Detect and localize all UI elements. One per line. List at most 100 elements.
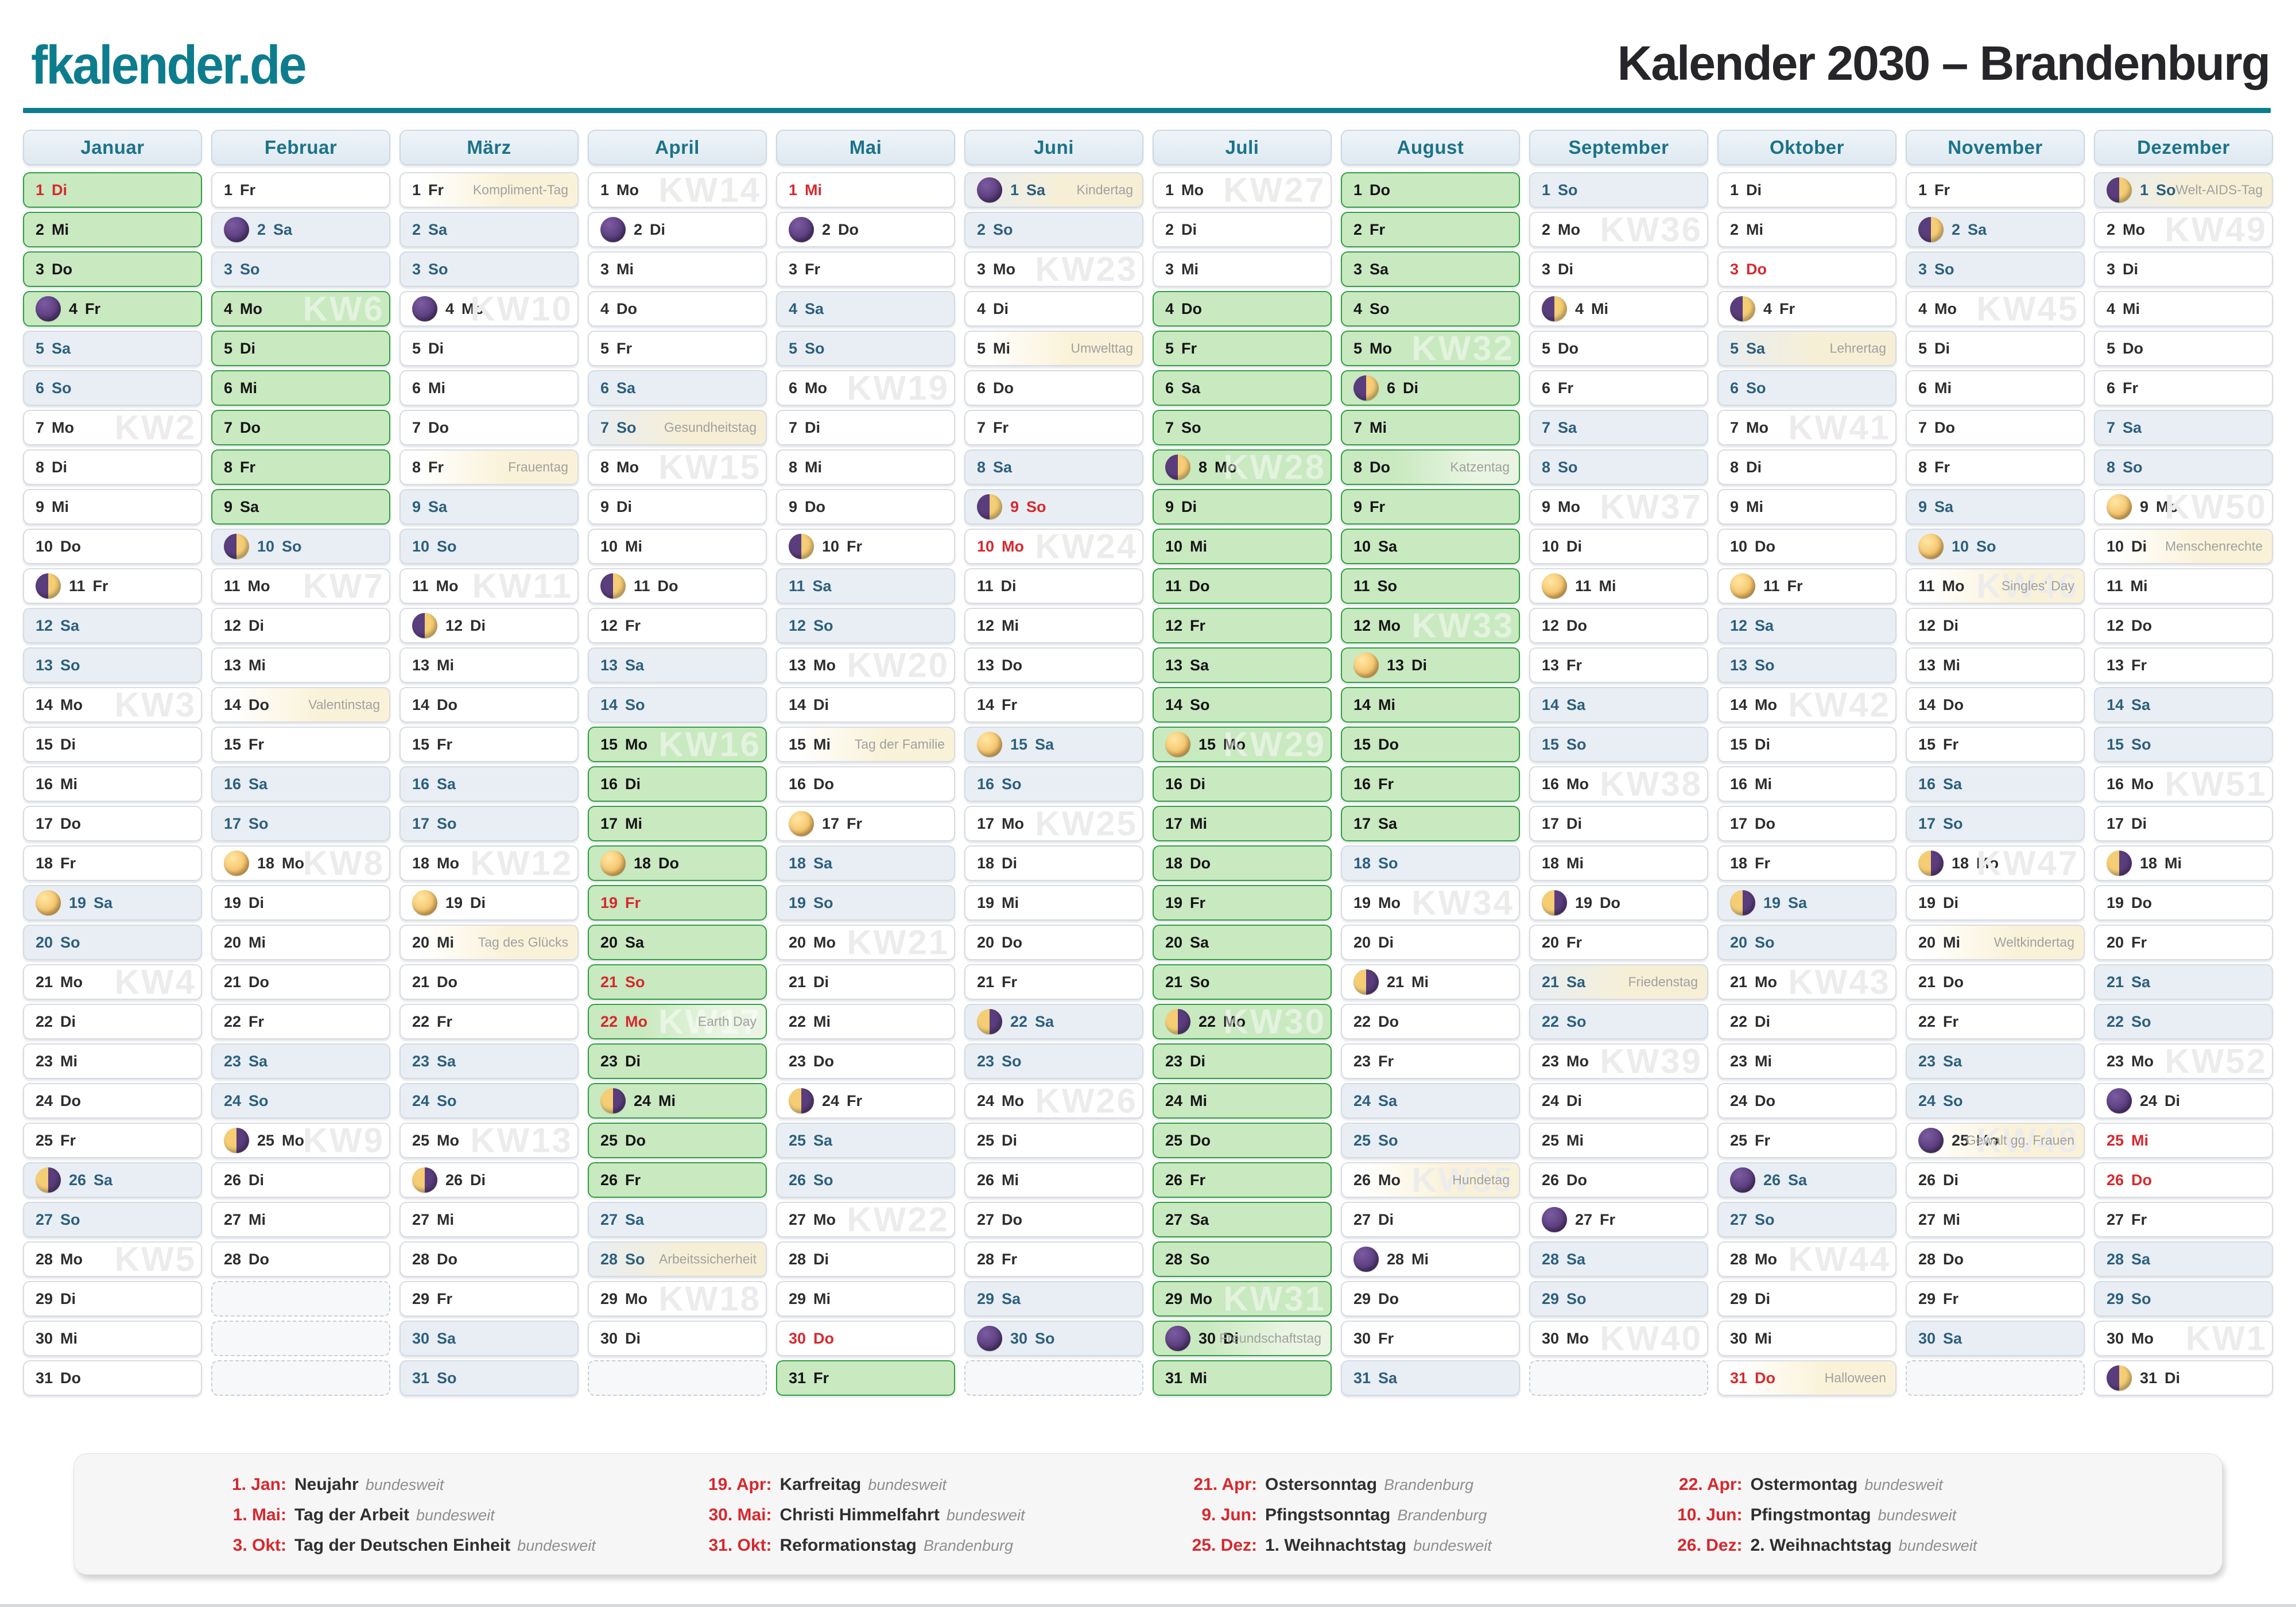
- day-number: 23: [1918, 1052, 1936, 1070]
- moon-full-icon: [36, 890, 61, 915]
- day-number: 20: [36, 933, 53, 951]
- day-weekday: Fr: [437, 1290, 453, 1307]
- day-number: 21: [977, 973, 995, 991]
- day-weekday: Sa: [273, 220, 293, 238]
- day-number: 29: [36, 1290, 53, 1307]
- day-cell-august-23: 23 Fr: [1341, 1043, 1520, 1079]
- day-number: 20: [1730, 933, 1748, 951]
- day-number: 9: [1010, 498, 1019, 515]
- day-number: 20: [1353, 933, 1371, 951]
- month-oktober: Oktober 1 Di 2 Mi 3 Do 4 Fr 5 Sa Lehrertag 6 So 7 Mo KW4…: [1717, 130, 1896, 1400]
- day-cell-juli-7: 7 So: [1153, 410, 1332, 445]
- empty-day-cell: [588, 1360, 767, 1396]
- day-weekday: Mo: [2131, 1329, 2154, 1347]
- day-number: 6: [977, 379, 986, 397]
- day-number: 22: [789, 1012, 806, 1030]
- day-number: 23: [1730, 1052, 1748, 1070]
- day-number: 30: [36, 1329, 53, 1347]
- day-number: 19: [445, 894, 463, 911]
- day-weekday: Do: [240, 418, 261, 436]
- day-cell-mai-1: 1 Mi: [776, 172, 955, 208]
- day-number: 26: [1353, 1171, 1371, 1189]
- moon-new-icon: [977, 177, 1002, 203]
- day-cell-juni-22: 22 Sa: [964, 1004, 1143, 1039]
- day-weekday: Di: [1378, 933, 1394, 951]
- day-weekday: Mi: [1378, 696, 1396, 713]
- day-number: 18: [634, 854, 651, 872]
- day-cell-november-19: 19 Di: [1906, 885, 2085, 921]
- day-weekday: Mo: [437, 1131, 460, 1149]
- day-weekday: Do: [60, 1092, 82, 1109]
- day-number: 6: [1387, 379, 1396, 397]
- day-number: 27: [224, 1210, 242, 1228]
- day-cell-januar-12: 12 Sa: [23, 608, 202, 643]
- day-cell-juli-14: 14 So: [1153, 687, 1332, 723]
- moon-first-quarter-icon: [1918, 217, 1944, 242]
- day-number: 20: [224, 933, 242, 951]
- kw-watermark: KW27: [1223, 172, 1326, 208]
- day-weekday: Fr: [428, 458, 444, 476]
- day-weekday: Sa: [625, 1210, 645, 1228]
- month-dezember: Dezember 1 So Welt-AIDS-Tag 2 Mo KW49 3 Di 4 Mi 5 Do…: [2094, 130, 2273, 1400]
- day-number: 7: [1730, 418, 1739, 436]
- day-cell-august-28: 28 Mi: [1341, 1241, 1520, 1277]
- day-weekday: Di: [1755, 735, 1771, 753]
- day-weekday: Do: [1746, 260, 1767, 278]
- day-weekday: So: [1976, 537, 1996, 555]
- kw-watermark: KW13: [470, 1123, 573, 1158]
- day-weekday: Mi: [1934, 379, 1952, 397]
- day-weekday: Mo: [1566, 1052, 1589, 1070]
- day-number: 17: [36, 814, 53, 832]
- day-number: 13: [2107, 656, 2124, 674]
- day-cell-november-29: 29 Fr: [1906, 1281, 2085, 1317]
- day-weekday: Mi: [1190, 1092, 1208, 1109]
- site-logo[interactable]: fkalender.de: [31, 34, 307, 95]
- day-number: 13: [789, 656, 806, 674]
- day-number: 14: [1542, 696, 1560, 713]
- day-number: 12: [1730, 616, 1748, 634]
- day-weekday: Do: [1190, 1131, 1211, 1149]
- day-number: 24: [822, 1092, 840, 1109]
- day-number: 9: [224, 498, 233, 515]
- day-number: 14: [1918, 696, 1936, 713]
- day-weekday: Di: [650, 220, 666, 238]
- day-number: 26: [1763, 1171, 1781, 1189]
- day-number: 7: [1918, 418, 1927, 436]
- empty-day-cell: [211, 1281, 390, 1317]
- day-number: 31: [1165, 1369, 1183, 1387]
- day-cell-dezember-18: 18 Mi: [2094, 845, 2273, 881]
- day-cell-juni-26: 26 Mi: [964, 1162, 1143, 1198]
- moon-first-quarter-icon: [2107, 1365, 2132, 1391]
- day-label: Gewalt gg. Frauen: [1965, 1132, 2074, 1148]
- day-number: 3: [1730, 260, 1739, 278]
- day-cell-juli-27: 27 Sa: [1153, 1202, 1332, 1237]
- day-number: 19: [977, 894, 995, 911]
- day-weekday: Sa: [813, 1131, 833, 1149]
- moon-full-icon: [412, 890, 437, 915]
- legend-holiday-name: Pfingstsonntag: [1265, 1505, 1391, 1524]
- day-weekday: Fr: [847, 537, 863, 555]
- day-weekday: Sa: [1566, 973, 1586, 991]
- day-weekday: Fr: [625, 894, 641, 911]
- kw-watermark: KW22: [847, 1202, 949, 1237]
- moon-first-quarter-icon: [1353, 375, 1379, 401]
- day-number: 22: [600, 1012, 618, 1030]
- day-cell-juli-16: 16 Di: [1153, 766, 1332, 802]
- day-number: 17: [224, 814, 242, 832]
- month-april: April 1 Mo KW14 2 Di 3 Mi 4 Do 5 Fr 6 Sa 7 So Gesundheit…: [588, 130, 767, 1400]
- day-cell-juli-11: 11 Do: [1153, 568, 1332, 604]
- day-number: 18: [257, 854, 275, 872]
- day-weekday: So: [437, 1369, 457, 1387]
- day-cell-oktober-20: 20 So: [1717, 925, 1896, 960]
- legend-region: bundesweit: [1898, 1537, 1977, 1555]
- legend-entry: 10. Jun: Pfingstmontag bundesweit: [1662, 1505, 2136, 1525]
- day-weekday: Mi: [1943, 1210, 1961, 1228]
- day-weekday: Fr: [60, 854, 76, 872]
- legend-holiday-name: Reformationstag: [779, 1536, 917, 1555]
- day-number: 11: [224, 577, 241, 595]
- day-number: 11: [1763, 577, 1780, 595]
- day-weekday: Di: [1411, 656, 1428, 674]
- day-cell-maerz-7: 7 Do: [400, 410, 579, 445]
- day-cell-mai-12: 12 So: [776, 608, 955, 643]
- day-cell-november-20: 20 Mi Weltkindertag: [1906, 925, 2085, 960]
